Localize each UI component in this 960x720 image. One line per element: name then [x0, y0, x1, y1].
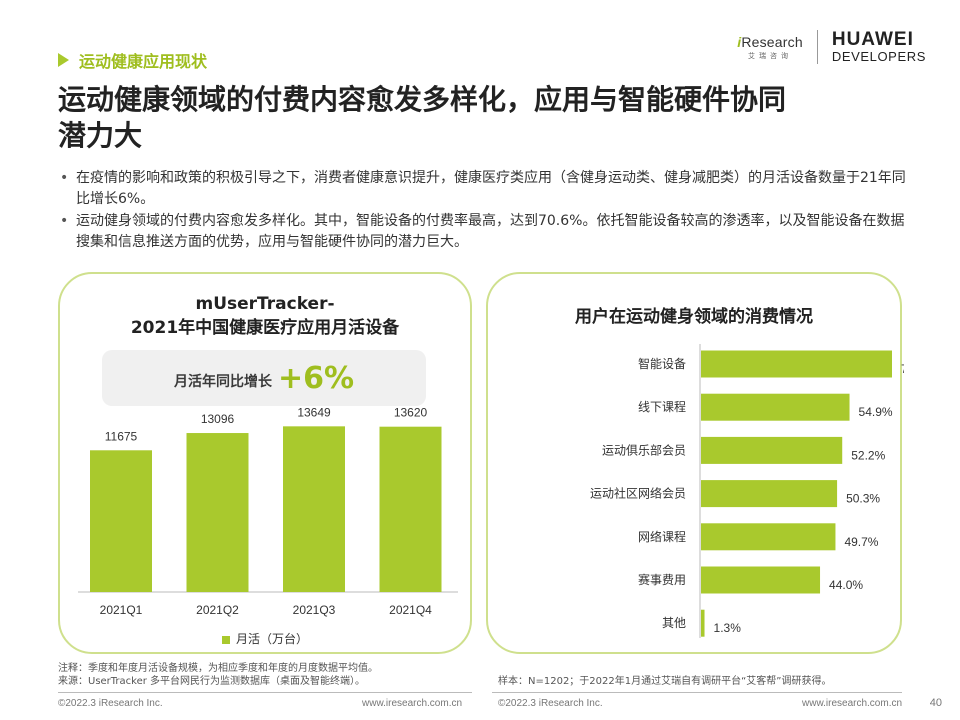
bar — [90, 450, 152, 592]
bar-value-label: 13649 — [297, 405, 331, 419]
growth-label: 月活年同比增长 — [173, 374, 272, 390]
bar — [701, 480, 838, 508]
iresearch-logo-text: Research — [741, 33, 803, 50]
bar — [283, 426, 345, 592]
bar-value-label: 44.0% — [829, 578, 863, 592]
bar-value-label: 13096 — [201, 412, 235, 426]
bullet-item: 在疫情的影响和政策的积极引导之下，消费者健康意识提升，健康医疗类应用（含健身运动… — [58, 168, 918, 210]
footer-copyright-left: ©2022.3 iResearch Inc. — [58, 698, 163, 709]
legend-swatch — [221, 635, 230, 644]
consumption-hbar-chart: 智能设备 70.6% 线下课程 54.9% 运动俱乐部会员 52.2% 运动社区网络会员 50… — [590, 344, 904, 638]
x-tick-label: 2021Q1 — [100, 603, 143, 617]
x-tick-label: 2021Q3 — [293, 603, 336, 617]
monthly-active-devices-panel: mUserTracker- 2021年中国健康医疗应用月活设备 月活年同比增长 … — [58, 272, 472, 654]
footnote-left: 注释：季度和年度月活设备规模，为相应季度和年度的月度数据平均值。 来源：User… — [58, 662, 378, 688]
bar-chart-title-line1: mUserTracker- — [195, 294, 335, 314]
footnote-right: 样本：N=1202；于2022年1月通过艾瑞自有调研平台“艾客帮”调研获得。 — [498, 676, 832, 687]
footnote-note: 注释：季度和年度月活设备规模，为相应季度和年度的月度数据平均值。 — [58, 663, 378, 674]
category-label: 运动社区网络会员 — [590, 486, 686, 501]
category-label: 赛事费用 — [638, 572, 686, 587]
huawei-developers-logo: HUAWEI DEVELOPERS — [832, 30, 926, 64]
growth-value: +6% — [277, 360, 355, 396]
brand-logos: iResearch 艾瑞咨询 HUAWEI DEVELOPERS — [737, 30, 926, 64]
hbar-chart-title: 用户在运动健身领域的消费情况 — [575, 307, 813, 327]
bullet-item: 运动健身领域的付费内容愈发多样化。其中，智能设备的付费率最高，达到70.6%。依… — [58, 211, 918, 253]
play-triangle-icon — [58, 53, 69, 67]
monthly-active-bar-chart: 11675 2021Q1 13096 2021Q2 13649 2021Q3 13620 20… — [78, 405, 458, 617]
bar-value-label: 52.2% — [851, 448, 885, 462]
footer-divider-right — [492, 692, 902, 693]
iresearch-logo-i: i — [737, 33, 742, 50]
footer-divider-left — [58, 692, 472, 693]
footer-url-right: www.iresearch.com.cn — [802, 698, 903, 709]
category-label: 线下课程 — [638, 399, 686, 414]
iresearch-logo: iResearch 艾瑞咨询 — [737, 34, 803, 61]
legend-label: 月活（万台） — [235, 632, 308, 646]
huawei-logo-line2: DEVELOPERS — [831, 49, 926, 65]
bar — [186, 433, 249, 592]
bar-value-label: 49.7% — [844, 535, 878, 549]
category-label: 运动俱乐部会员 — [602, 442, 686, 457]
section-tag: 运动健康应用现状 — [58, 48, 207, 72]
category-label: 其他 — [662, 616, 686, 630]
bar-value-label: 11675 — [105, 429, 138, 443]
bar-value-label: 50.3% — [846, 492, 880, 506]
bar-value-label: 1.3% — [714, 621, 742, 635]
huawei-logo-line1: HUAWEI — [831, 29, 914, 51]
bullet-list: 在疫情的影响和政策的积极引导之下，消费者健康意识提升，健康医疗类应用（含健身运动… — [58, 168, 918, 254]
bar — [701, 393, 850, 421]
logo-divider — [816, 30, 818, 64]
footer-copyright-right: ©2022.3 iResearch Inc. — [498, 698, 603, 709]
bar-chart-legend: 月活（万台） — [60, 630, 470, 647]
consumption-panel: 用户在运动健身领域的消费情况 智能设备 70.6% 线下课程 54.9% 运动俱乐部会员… — [486, 272, 904, 654]
x-tick-label: 2021Q4 — [389, 603, 432, 617]
bar — [701, 609, 705, 637]
category-label: 智能设备 — [638, 356, 686, 371]
bar — [379, 426, 442, 592]
growth-callout: 月活年同比增长 +6% — [102, 350, 426, 406]
bar — [701, 436, 843, 464]
bar-value-label: 70.6% — [901, 362, 904, 376]
x-tick-label: 2021Q2 — [196, 603, 239, 617]
bar — [701, 523, 836, 551]
bar — [701, 350, 892, 378]
bar-value-label: 13620 — [394, 406, 428, 420]
footer-url-left: www.iresearch.com.cn — [362, 698, 463, 709]
bar — [701, 566, 821, 594]
bar-chart-title-line2: 2021年中国健康医疗应用月活设备 — [130, 318, 400, 338]
page-number: 40 — [929, 697, 942, 709]
bar-chart-title: mUserTracker- 2021年中国健康医疗应用月活设备 — [60, 292, 470, 340]
category-label: 网络课程 — [638, 529, 686, 544]
page-title: 运动健康领域的付费内容愈发多样化，应用与智能硬件协同潜力大 — [58, 83, 787, 152]
iresearch-logo-sub: 艾瑞咨询 — [748, 51, 793, 60]
section-label: 运动健康应用现状 — [79, 52, 208, 71]
footnote-source: 来源：UserTracker 多平台网民行为监测数据库（桌面及智能终端）。 — [58, 676, 366, 687]
bar-value-label: 54.9% — [859, 405, 893, 419]
